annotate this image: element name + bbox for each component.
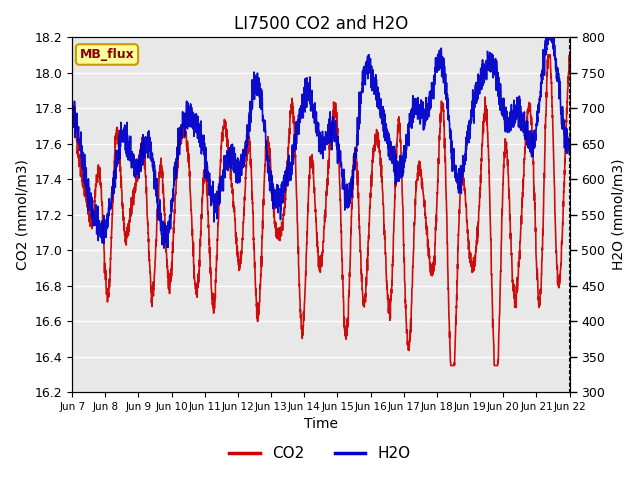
- Legend: CO2, H2O: CO2, H2O: [223, 440, 417, 468]
- Y-axis label: CO2 (mmol/m3): CO2 (mmol/m3): [15, 159, 29, 270]
- X-axis label: Time: Time: [304, 418, 338, 432]
- Text: MB_flux: MB_flux: [79, 48, 134, 61]
- Title: LI7500 CO2 and H2O: LI7500 CO2 and H2O: [234, 15, 408, 33]
- Y-axis label: H2O (mmol/m3): H2O (mmol/m3): [611, 159, 625, 270]
